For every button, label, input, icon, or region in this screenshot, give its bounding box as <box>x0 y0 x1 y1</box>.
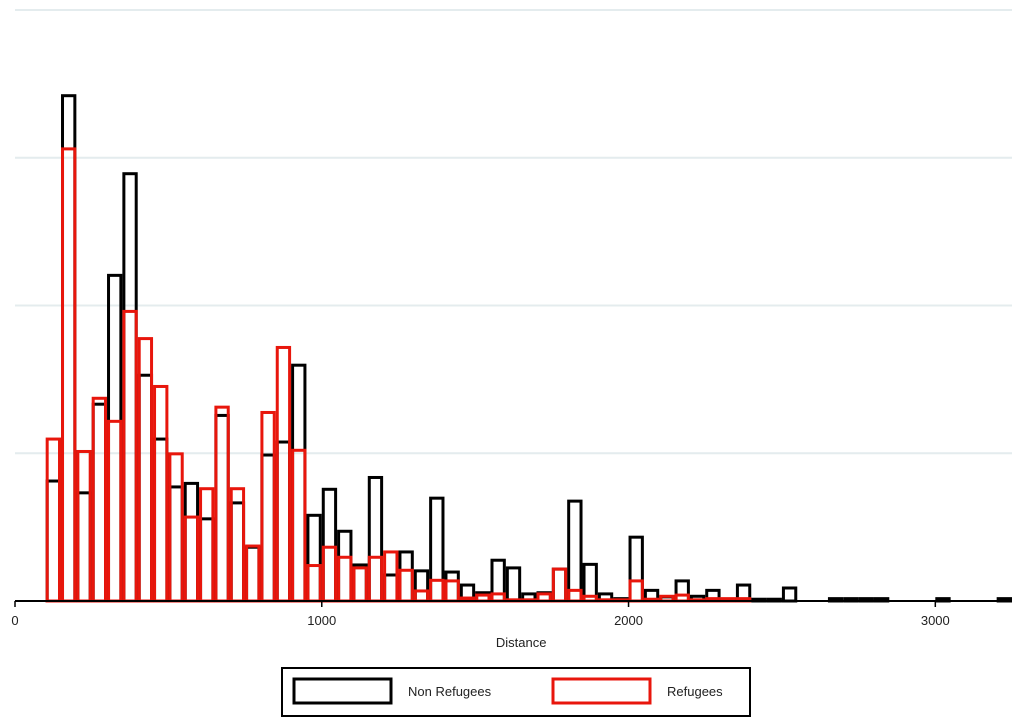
bar-non-refugees-25 <box>429 496 445 603</box>
bar-non-refugees-16 <box>291 363 307 603</box>
bar-refugees-19 <box>337 555 353 603</box>
legend-swatch-non-refugees <box>292 677 393 705</box>
bar-refugees-38 <box>628 579 644 603</box>
bar-non-refugees-26 <box>444 570 460 603</box>
bar-refugees-12 <box>229 487 246 603</box>
bar-refugees-33 <box>551 567 568 603</box>
bar-refugees-5 <box>122 309 138 603</box>
bar-non-refugees-41 <box>674 579 690 603</box>
bar-non-refugees-10 <box>199 517 215 603</box>
x-ticks: 0 1000 2000 3000 <box>11 601 950 628</box>
legend-label-refugees: Refugees <box>667 684 723 699</box>
bar-non-refugees-33 <box>551 567 568 603</box>
bar-non-refugees-12 <box>229 501 246 603</box>
bar-non-refugees-19 <box>337 529 353 603</box>
bar-refugees-9 <box>183 515 200 603</box>
bar-refugees-14 <box>260 410 276 603</box>
bar-refugees-24 <box>413 589 430 603</box>
bar-refugees-3 <box>91 396 108 603</box>
bar-non-refugees-23 <box>398 550 414 603</box>
bar-refugees-1 <box>61 147 77 603</box>
bar-refugees-18 <box>321 545 338 603</box>
bar-non-refugees-22 <box>383 573 399 603</box>
bar-non-refugees-3 <box>91 402 108 603</box>
bar-non-refugees-38 <box>628 535 644 603</box>
legend-swatch-refugees <box>551 677 652 705</box>
bar-refugees-17 <box>306 564 322 603</box>
bar-refugees-16 <box>291 448 307 603</box>
bar-non-refugees-7 <box>153 437 169 603</box>
bar-refugees-26 <box>444 579 460 603</box>
bar-non-refugees-8 <box>168 485 184 603</box>
bar-non-refugees-21 <box>367 475 384 603</box>
x-axis-title: Distance <box>496 635 547 650</box>
bar-refugees-0 <box>45 437 62 603</box>
bar-refugees-15 <box>275 345 292 603</box>
x-tick-label-2: 2000 <box>614 613 643 628</box>
x-tick-label-0: 0 <box>11 613 18 628</box>
bar-non-refugees-11 <box>214 413 230 603</box>
bar-refugees-20 <box>352 566 368 603</box>
bar-non-refugees-17 <box>306 513 322 603</box>
bar-refugees-21 <box>367 555 384 603</box>
bar-non-refugees-5 <box>122 172 138 603</box>
bar-refugees-11 <box>214 405 230 603</box>
bar-non-refugees-20 <box>352 563 368 603</box>
legend-label-non-refugees: Non Refugees <box>408 684 492 699</box>
bar-non-refugees-0 <box>45 479 62 603</box>
bar-non-refugees-34 <box>567 499 583 603</box>
bar-non-refugees-1 <box>61 94 77 603</box>
bar-non-refugees-24 <box>413 569 430 603</box>
non-refugees-bars <box>45 94 1012 603</box>
bar-refugees-8 <box>168 452 184 603</box>
bar-non-refugees-4 <box>107 273 123 603</box>
refugees-bars <box>45 147 752 603</box>
bar-non-refugees-14 <box>260 453 276 603</box>
bar-refugees-32 <box>536 592 552 603</box>
bar-non-refugees-15 <box>275 440 292 603</box>
legend-box <box>281 667 751 717</box>
legend: Non Refugees Refugees <box>281 667 751 717</box>
bar-non-refugees-18 <box>321 487 338 603</box>
bar-non-refugees-30 <box>505 566 522 603</box>
x-tick-label-1: 1000 <box>307 613 336 628</box>
bar-refugees-13 <box>245 544 261 603</box>
bar-non-refugees-48 <box>781 586 798 603</box>
gridlines <box>15 9 1012 455</box>
bar-refugees-7 <box>153 384 169 603</box>
x-tick-label-3: 3000 <box>921 613 950 628</box>
bar-refugees-23 <box>398 568 414 603</box>
bar-refugees-10 <box>199 487 215 603</box>
bar-refugees-29 <box>490 592 506 603</box>
bar-refugees-4 <box>107 419 123 603</box>
bar-non-refugees-2 <box>76 491 92 603</box>
bar-refugees-2 <box>76 449 92 603</box>
bar-non-refugees-13 <box>245 545 261 603</box>
bar-refugees-25 <box>429 578 445 603</box>
bar-non-refugees-6 <box>137 373 154 603</box>
bar-non-refugees-9 <box>183 481 200 603</box>
bar-refugees-6 <box>137 337 154 603</box>
bar-refugees-34 <box>567 588 583 603</box>
